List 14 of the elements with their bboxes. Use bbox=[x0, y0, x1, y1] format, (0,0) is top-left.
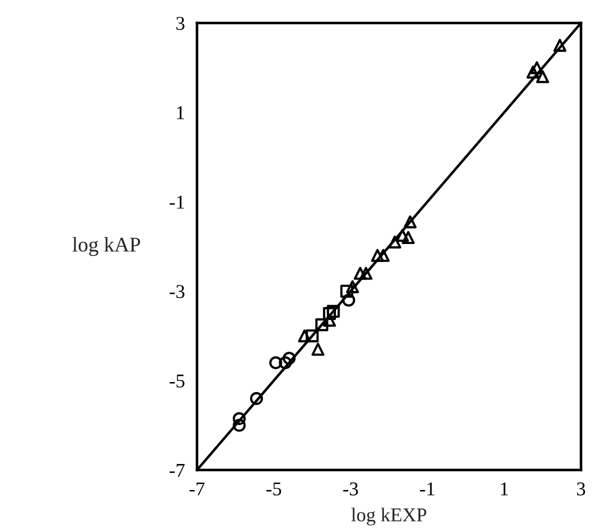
y-tick-label: -7 bbox=[170, 464, 185, 477]
x-tick-label: -1 bbox=[420, 482, 434, 496]
x-axis-title: log kEXP bbox=[351, 508, 426, 526]
y-tick-label: 3 bbox=[176, 16, 184, 30]
x-tick-label: -3 bbox=[343, 482, 358, 496]
x-tick-label: -5 bbox=[266, 482, 282, 496]
y-tick-label: -1 bbox=[170, 196, 184, 209]
y-tick-label: -5 bbox=[170, 374, 184, 388]
x-tick-label: 3 bbox=[577, 482, 586, 496]
y-tick-label: -3 bbox=[170, 285, 184, 298]
x-tick-label: 1 bbox=[501, 482, 508, 496]
y-axis-title: log kAP bbox=[72, 237, 140, 256]
x-tick-label: -7 bbox=[190, 482, 205, 496]
y-tick-label: 1 bbox=[177, 106, 184, 120]
